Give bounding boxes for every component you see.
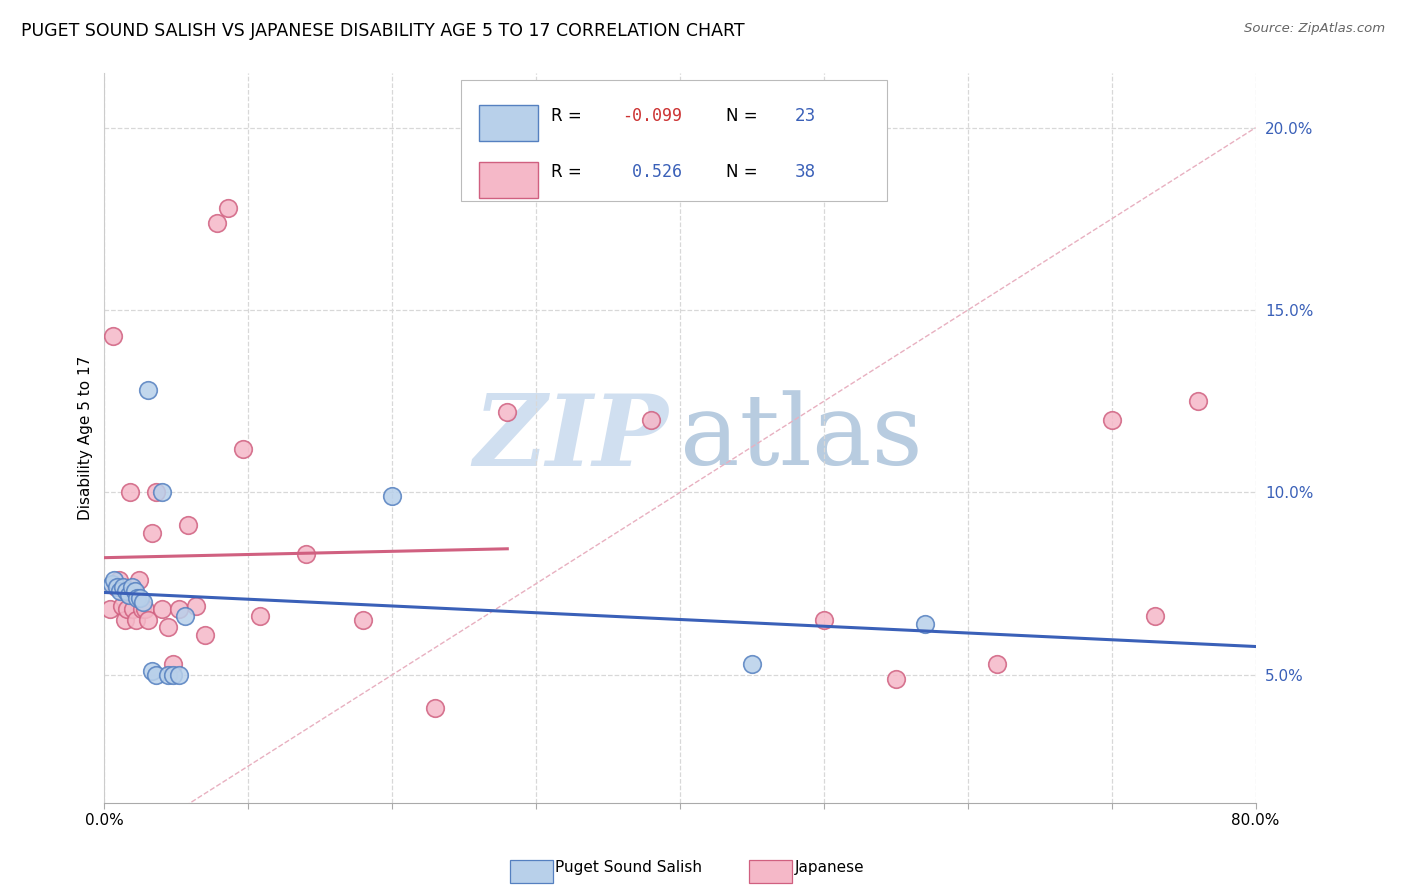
Text: 0.526: 0.526 [623,163,682,181]
Text: -0.099: -0.099 [623,106,682,125]
Point [125,613,148,627]
Point [129,591,152,606]
Point [115,584,138,599]
Point [249,609,271,624]
Point [114,613,136,627]
Point [128,573,150,587]
Y-axis label: Disability Age 5 to 17: Disability Age 5 to 17 [79,356,93,520]
Point [141,664,163,678]
Point [1187,394,1209,409]
Point [150,602,173,616]
Text: R =: R = [551,106,588,125]
Point [98,602,121,616]
Text: Source: ZipAtlas.com: Source: ZipAtlas.com [1244,22,1385,36]
Text: 23: 23 [796,106,817,125]
Point [103,573,125,587]
Point [108,584,131,599]
Text: R =: R = [551,163,588,181]
Point [134,602,156,616]
Point [1101,412,1123,426]
Point [118,588,141,602]
Point [141,525,163,540]
Text: Puget Sound Salish: Puget Sound Salish [555,860,703,874]
Point [177,518,200,533]
Point [162,657,184,671]
Point [136,613,159,627]
Point [100,576,122,591]
FancyBboxPatch shape [478,105,538,141]
Point [127,591,149,606]
Point [217,201,239,215]
Point [162,668,184,682]
Point [640,412,662,426]
Text: ZIP: ZIP [474,390,668,486]
Point [145,668,167,682]
Point [150,485,173,500]
Point [813,613,835,627]
Point [121,580,143,594]
Point [132,595,155,609]
Point [167,668,190,682]
Text: Japanese: Japanese [794,860,865,874]
Point [914,616,936,631]
Point [1143,609,1166,624]
Point [231,442,253,456]
Point [425,700,447,714]
Point [145,485,167,500]
Point [986,657,1008,671]
Point [107,573,129,587]
Point [884,672,907,686]
Point [205,215,228,229]
Text: atlas: atlas [681,390,922,485]
Point [131,602,153,616]
Text: N =: N = [725,106,763,125]
Point [186,599,208,613]
Point [156,620,179,634]
Point [101,328,124,343]
Point [105,580,128,594]
Point [295,548,318,562]
Point [136,384,159,398]
Point [174,609,197,624]
Point [156,668,179,682]
Text: 38: 38 [796,163,817,181]
Point [111,599,134,613]
Point [122,602,145,616]
Point [104,580,127,594]
Point [194,628,217,642]
Point [167,602,190,616]
Point [117,602,139,616]
FancyBboxPatch shape [478,162,538,198]
Text: PUGET SOUND SALISH VS JAPANESE DISABILITY AGE 5 TO 17 CORRELATION CHART: PUGET SOUND SALISH VS JAPANESE DISABILIT… [21,22,745,40]
Point [381,489,404,503]
Text: N =: N = [725,163,763,181]
Point [124,584,146,599]
Point [741,657,763,671]
Point [496,405,519,419]
Point [112,580,135,594]
FancyBboxPatch shape [461,80,887,201]
Point [352,613,374,627]
Point [120,485,142,500]
